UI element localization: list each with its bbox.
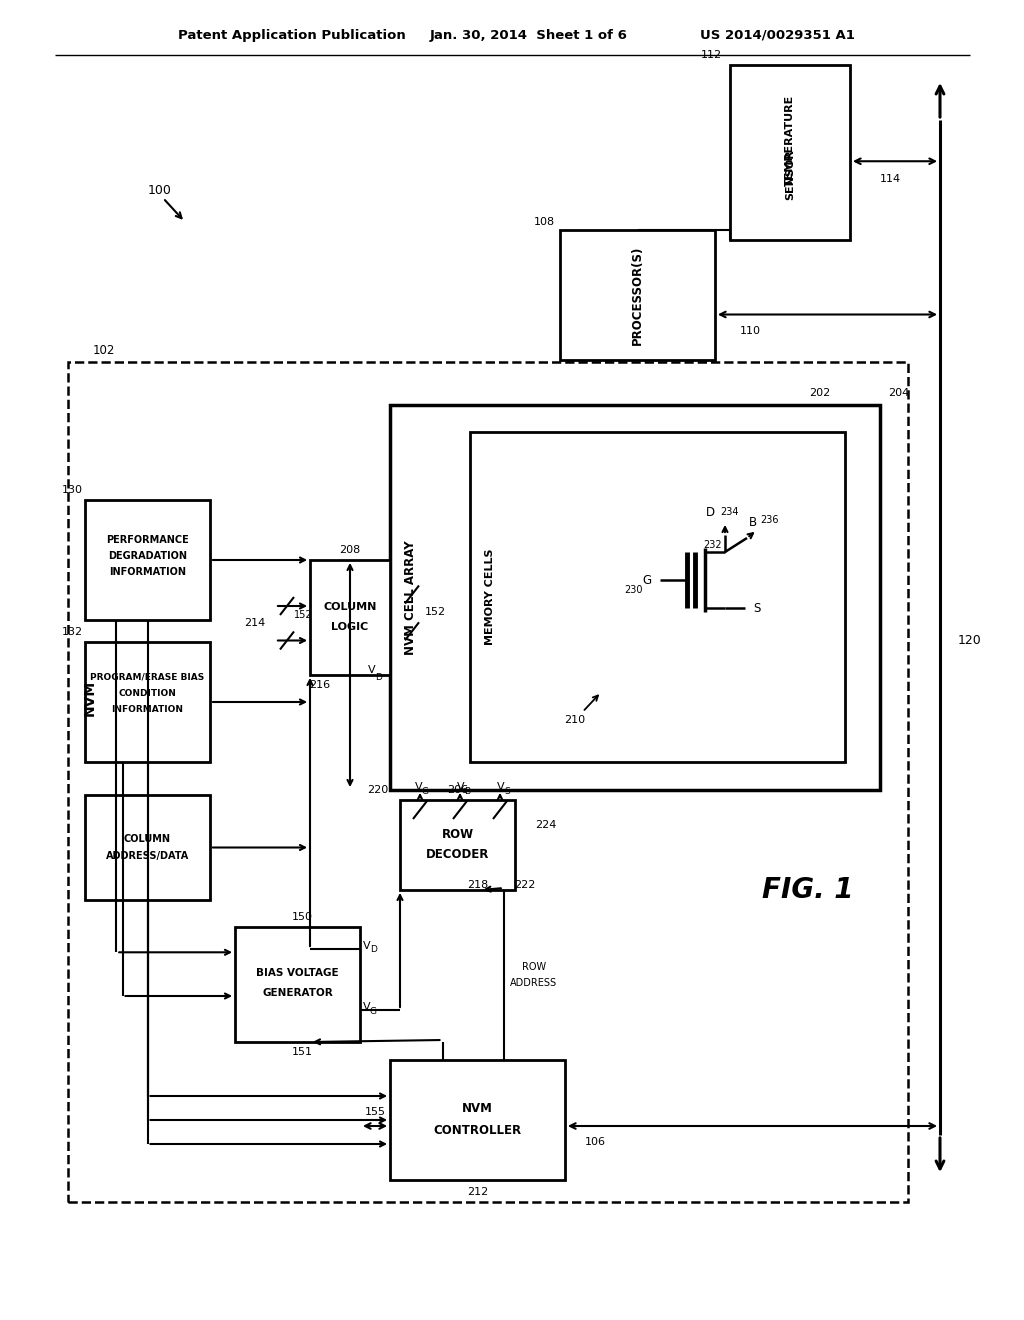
Bar <box>85 795 210 900</box>
Bar <box>560 230 715 360</box>
Text: V: V <box>415 781 423 792</box>
Bar <box>390 1060 565 1180</box>
Bar <box>730 65 850 240</box>
Text: 206: 206 <box>446 785 468 795</box>
Text: 102: 102 <box>93 343 116 356</box>
Text: G: G <box>422 787 429 796</box>
Bar <box>85 500 210 620</box>
Text: D: D <box>375 673 382 682</box>
Text: B: B <box>749 516 757 528</box>
Bar <box>470 432 845 762</box>
Text: 234: 234 <box>720 507 738 517</box>
Text: DEGRADATION: DEGRADATION <box>108 550 187 561</box>
Bar <box>310 560 390 675</box>
Text: 216: 216 <box>309 680 330 690</box>
Text: B: B <box>464 787 470 796</box>
Text: V: V <box>362 941 371 950</box>
Text: CONTROLLER: CONTROLLER <box>433 1123 521 1137</box>
Text: COLUMN: COLUMN <box>124 834 171 845</box>
Text: 155: 155 <box>365 1107 385 1117</box>
Text: 106: 106 <box>585 1137 605 1147</box>
Text: NVM CELL ARRAY: NVM CELL ARRAY <box>403 540 417 655</box>
Text: DECODER: DECODER <box>426 849 489 862</box>
Text: 150: 150 <box>292 912 313 921</box>
Bar <box>400 800 515 890</box>
Text: 218: 218 <box>468 880 488 890</box>
Text: G: G <box>370 1006 377 1015</box>
Text: 236: 236 <box>760 515 778 525</box>
Text: 151: 151 <box>292 1047 313 1057</box>
Text: PROCESSOR(S): PROCESSOR(S) <box>631 246 644 345</box>
Text: 152: 152 <box>294 610 312 620</box>
Bar <box>85 642 210 762</box>
Bar <box>390 405 880 789</box>
Text: 110: 110 <box>739 326 761 335</box>
Text: 112: 112 <box>700 50 722 59</box>
Bar <box>234 927 360 1041</box>
Text: D: D <box>706 506 715 519</box>
Text: INFORMATION: INFORMATION <box>112 705 183 714</box>
Text: ROW: ROW <box>521 962 546 972</box>
Text: V: V <box>457 781 465 792</box>
Text: NVM: NVM <box>462 1101 493 1114</box>
Text: 222: 222 <box>514 880 536 890</box>
Text: CONDITION: CONDITION <box>119 689 176 698</box>
Text: INFORMATION: INFORMATION <box>109 568 186 577</box>
Text: D: D <box>370 945 377 954</box>
Text: 152: 152 <box>424 607 445 616</box>
Text: 132: 132 <box>61 627 83 638</box>
Text: US 2014/0029351 A1: US 2014/0029351 A1 <box>700 29 855 41</box>
Text: V: V <box>497 781 505 792</box>
Text: 202: 202 <box>809 388 830 399</box>
Text: V: V <box>362 1002 371 1012</box>
Text: BIAS VOLTAGE: BIAS VOLTAGE <box>256 968 339 978</box>
Text: 100: 100 <box>148 183 172 197</box>
Bar <box>68 362 908 1203</box>
Text: 120: 120 <box>958 634 982 647</box>
Text: Jan. 30, 2014  Sheet 1 of 6: Jan. 30, 2014 Sheet 1 of 6 <box>430 29 628 41</box>
Text: 220: 220 <box>367 785 388 795</box>
Text: PROGRAM/ERASE BIAS: PROGRAM/ERASE BIAS <box>90 672 205 681</box>
Text: FIG. 1: FIG. 1 <box>762 876 854 904</box>
Text: ADDRESS/DATA: ADDRESS/DATA <box>105 850 189 861</box>
Text: ROW: ROW <box>441 829 473 842</box>
Text: V: V <box>368 665 376 675</box>
Text: SENSOR: SENSOR <box>785 149 795 199</box>
Text: 214: 214 <box>244 618 265 628</box>
Text: S: S <box>504 787 510 796</box>
Text: COLUMN: COLUMN <box>324 602 377 612</box>
Text: TEMPERATURE: TEMPERATURE <box>785 95 795 186</box>
Text: 208: 208 <box>339 545 360 554</box>
Text: 108: 108 <box>534 216 555 227</box>
Text: GENERATOR: GENERATOR <box>262 987 333 998</box>
Text: 114: 114 <box>880 174 901 185</box>
Text: 204: 204 <box>888 388 909 399</box>
Text: S: S <box>754 602 761 615</box>
Text: 230: 230 <box>625 585 643 595</box>
Text: G: G <box>642 573 651 586</box>
Text: 130: 130 <box>62 484 83 495</box>
Text: LOGIC: LOGIC <box>332 623 369 632</box>
Text: MEMORY CELLS: MEMORY CELLS <box>485 549 495 645</box>
Text: 212: 212 <box>467 1187 488 1197</box>
Text: 210: 210 <box>564 715 586 725</box>
Text: ADDRESS: ADDRESS <box>510 978 557 987</box>
Text: Patent Application Publication: Patent Application Publication <box>178 29 406 41</box>
Text: NVM: NVM <box>83 680 97 715</box>
Text: 232: 232 <box>703 540 722 550</box>
Text: 224: 224 <box>535 820 556 830</box>
Text: PERFORMANCE: PERFORMANCE <box>106 535 188 545</box>
